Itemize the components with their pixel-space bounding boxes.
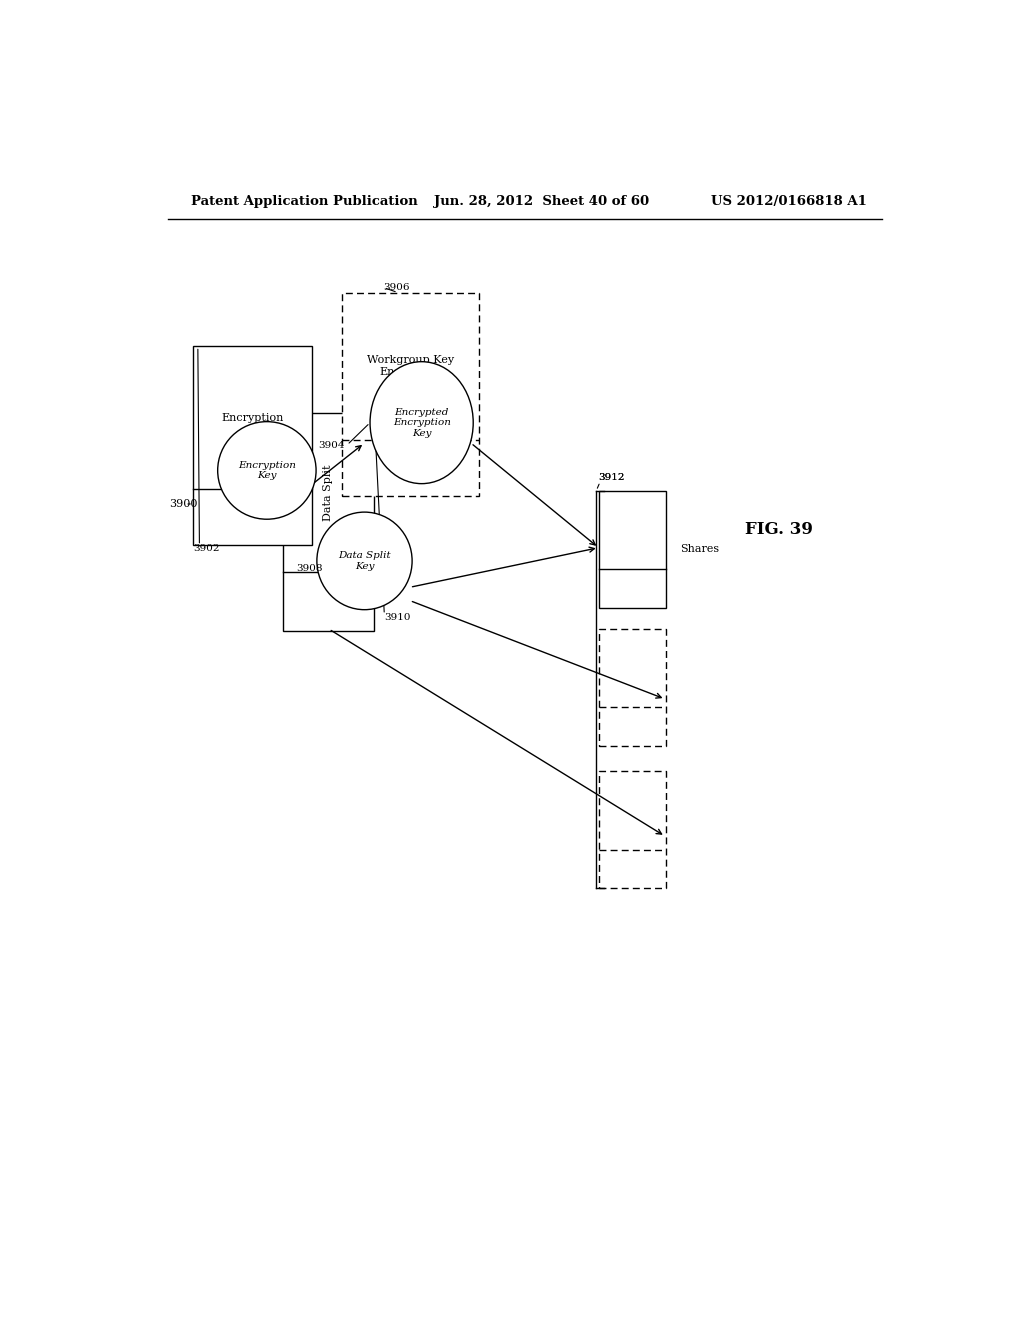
Text: 3900: 3900 bbox=[169, 499, 198, 510]
Ellipse shape bbox=[218, 421, 316, 519]
Ellipse shape bbox=[316, 512, 412, 610]
Text: 3910: 3910 bbox=[384, 614, 411, 622]
Text: US 2012/0166818 A1: US 2012/0166818 A1 bbox=[712, 194, 867, 207]
Text: Data Split
Key: Data Split Key bbox=[338, 552, 391, 570]
Text: Encryption
Key: Encryption Key bbox=[238, 461, 296, 480]
Text: Shares: Shares bbox=[680, 544, 720, 554]
Text: 3906: 3906 bbox=[384, 282, 410, 292]
Bar bbox=[599, 491, 666, 607]
Text: FIG. 39: FIG. 39 bbox=[744, 521, 813, 537]
Text: Patent Application Publication: Patent Application Publication bbox=[191, 194, 418, 207]
Text: Workgroup Key
Encryption: Workgroup Key Encryption bbox=[367, 355, 454, 378]
Text: 3908: 3908 bbox=[296, 564, 323, 573]
Bar bbox=[599, 630, 666, 746]
Bar bbox=[599, 771, 666, 888]
Bar bbox=[194, 346, 312, 545]
Text: 3902: 3902 bbox=[194, 544, 219, 553]
Text: 3912: 3912 bbox=[599, 473, 625, 482]
Bar bbox=[342, 293, 479, 496]
Bar bbox=[283, 413, 374, 631]
Text: Data Split: Data Split bbox=[324, 465, 334, 520]
Text: Jun. 28, 2012  Sheet 40 of 60: Jun. 28, 2012 Sheet 40 of 60 bbox=[433, 194, 648, 207]
Text: Encryption: Encryption bbox=[221, 413, 284, 422]
Text: 3904: 3904 bbox=[318, 441, 345, 450]
Text: 3912: 3912 bbox=[599, 473, 625, 482]
Text: Encrypted
Encryption
Key: Encrypted Encryption Key bbox=[392, 408, 451, 437]
Ellipse shape bbox=[370, 362, 473, 483]
